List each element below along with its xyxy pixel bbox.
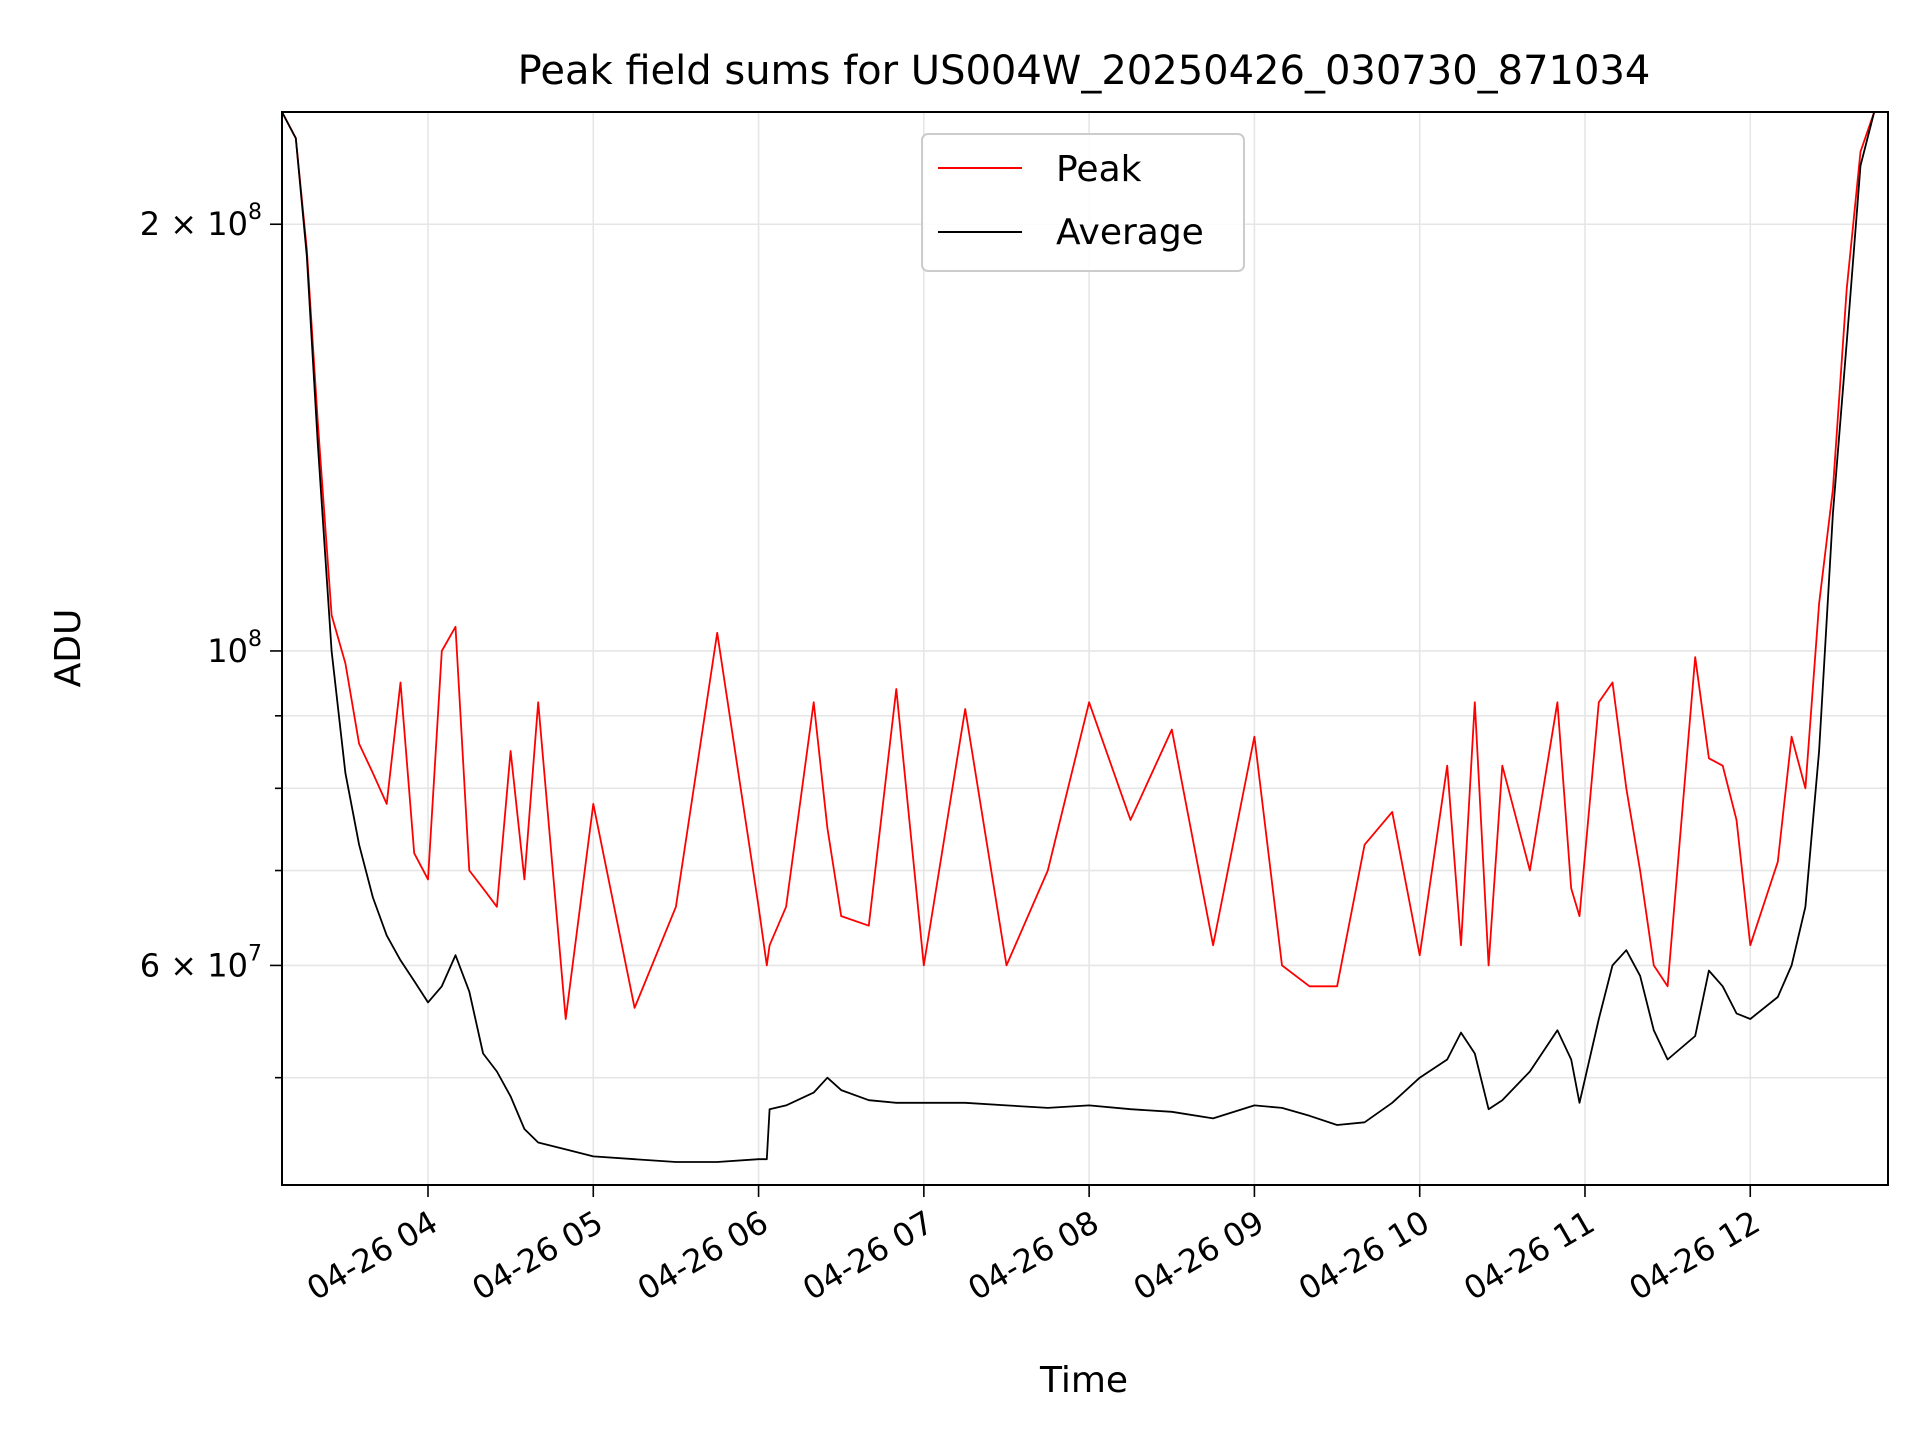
axes-frame — [281, 111, 1889, 1186]
legend-label-average: Average — [1056, 212, 1204, 253]
y-tick-label: 2 × 108 — [140, 200, 262, 243]
y-tick-label: 6 × 107 — [140, 941, 262, 984]
x-axis-label: Time — [1039, 1360, 1128, 1401]
series-line-peak — [282, 112, 1888, 1020]
axis-ticks — [270, 223, 1752, 1197]
legend-label-peak: Peak — [1056, 149, 1142, 190]
plot-area — [282, 112, 1888, 1163]
chart-title: Peak field sums for US004W_20250426_0307… — [518, 48, 1651, 94]
y-axis-label: ADU — [48, 609, 89, 688]
series-line-average — [282, 112, 1888, 1163]
legend: Peak Average — [921, 133, 1245, 272]
